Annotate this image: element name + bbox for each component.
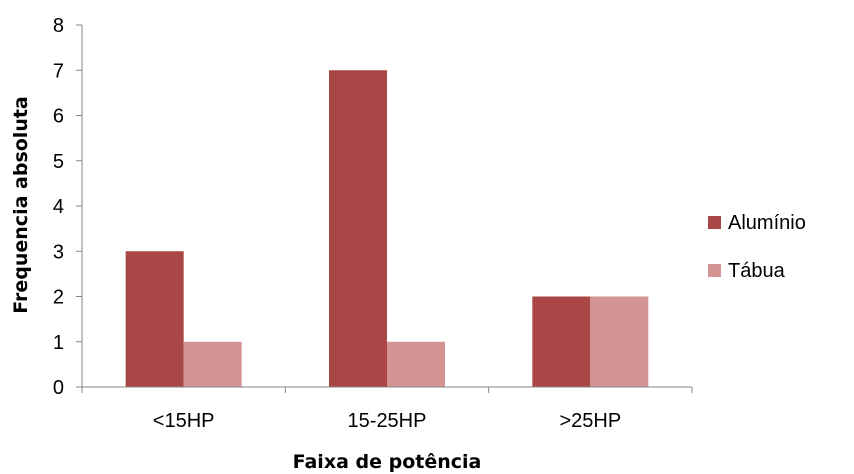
y-axis-title: Frequencia absoluta [10, 96, 32, 314]
legend-label: Alumínio [728, 212, 806, 234]
y-tick-label: 8 [53, 15, 64, 37]
y-tick-label: 4 [53, 196, 64, 218]
y-tick-label: 1 [53, 332, 64, 354]
legend-swatch [708, 216, 721, 229]
y-tick-label: 6 [53, 106, 64, 128]
y-tick-label: 3 [53, 241, 64, 263]
legend-label: Tábua [728, 260, 786, 282]
x-tick-label: <15HP [153, 410, 215, 432]
x-tick-label: 15-25HP [348, 410, 427, 432]
y-tick-label: 5 [53, 151, 64, 173]
y-tick-label: 0 [53, 377, 64, 399]
x-axis-title: Faixa de potência [293, 451, 482, 473]
y-axis-ticks: 0 1 2 3 4 5 6 7 8 [53, 15, 82, 399]
bar-series-2 [387, 341, 445, 387]
axes [81, 25, 692, 388]
bars [125, 70, 649, 387]
bar-series-1 [329, 70, 387, 387]
y-tick-label: 2 [53, 287, 64, 309]
legend-swatch [708, 264, 721, 277]
x-axis-ticks: <15HP 15-25HP >25HP [81, 387, 693, 432]
y-tick-label: 7 [53, 60, 64, 82]
bar-series-1 [125, 251, 184, 387]
bar-series-2 [183, 341, 242, 387]
legend: Alumínio Tábua [708, 212, 806, 282]
bar-series-2 [590, 296, 649, 387]
x-tick-label: >25HP [559, 410, 621, 432]
bar-series-1 [532, 296, 591, 387]
